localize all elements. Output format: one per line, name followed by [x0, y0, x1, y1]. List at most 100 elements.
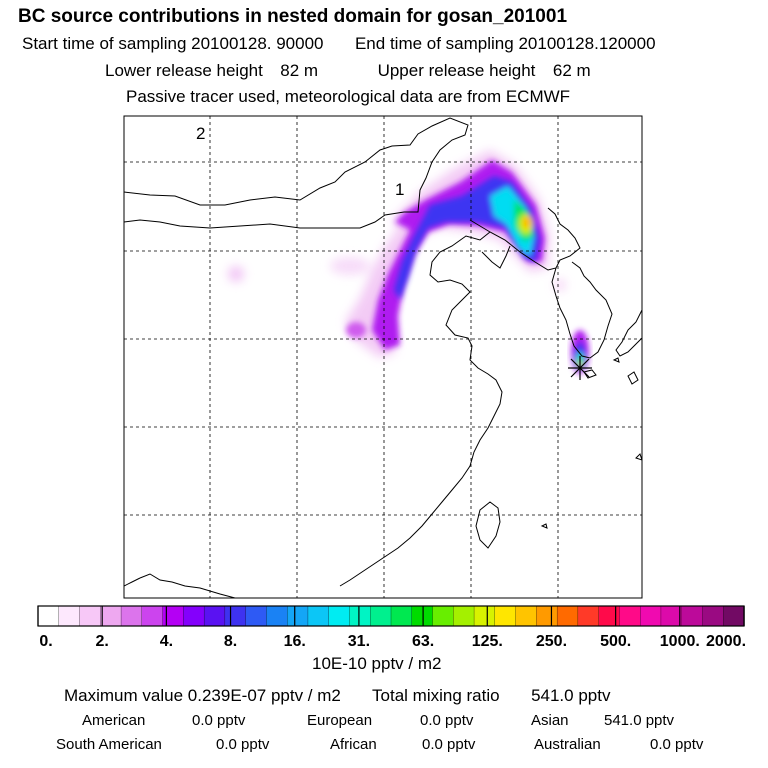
colorbar-cell	[287, 605, 309, 627]
colorbar-cell	[660, 605, 683, 627]
coastline-kyushu	[627, 371, 639, 385]
colorbar-cell	[681, 605, 704, 627]
colorbar-cell	[390, 605, 413, 627]
coastline-bohai	[339, 231, 503, 587]
start-time-label: Start time of sampling	[22, 34, 187, 53]
colorbar-cell	[349, 605, 371, 627]
colorbar-cell	[494, 605, 517, 627]
colorbar-cell	[411, 605, 434, 627]
plume-patch	[346, 322, 366, 338]
colorbar-tick-label: 16.	[284, 633, 306, 650]
map-label-2: 2	[196, 124, 205, 143]
colorbar-cell	[203, 605, 226, 627]
release-heights: Lower release height 82 m Upper release …	[105, 61, 591, 81]
colorbar-cell	[183, 605, 205, 627]
colorbar-tick-label: 500.	[600, 633, 631, 650]
upper-height-value: 62 m	[552, 61, 591, 80]
colorbar-cell	[619, 605, 641, 627]
plume-patch	[330, 257, 370, 275]
lower-height-label: Lower release height	[105, 61, 263, 80]
coastline-taiwan	[475, 501, 501, 549]
region-european-label: European	[307, 712, 373, 729]
map-area: 2 1	[124, 116, 642, 598]
region-european-value: 0.0 pptv	[420, 712, 474, 729]
coastline-korea-china	[469, 207, 581, 271]
colorbar-cell	[120, 605, 143, 627]
region-asian-label: Asian	[531, 712, 569, 729]
colorbar-unit: 10E-10 pptv / m2	[312, 654, 442, 673]
colorbar-cell	[79, 605, 101, 627]
colorbar-cell	[224, 605, 247, 627]
plume-core	[394, 176, 540, 300]
coastline-jeju	[583, 369, 597, 379]
plume-peak	[523, 216, 531, 228]
colorbar-tick-label: 250.	[536, 633, 567, 650]
region-african-label: African	[330, 736, 377, 753]
colorbar-tick-label: 1000.	[660, 633, 700, 650]
colorbar-tick-label: 125.	[472, 633, 503, 650]
colorbar-cell	[245, 605, 268, 627]
coastlines	[124, 117, 642, 598]
colorbar-tick-label: 2000.	[706, 633, 746, 650]
map-label-1: 1	[395, 180, 404, 199]
start-time-value: 20100128. 90000	[191, 34, 324, 53]
colorbar-tick-labels: 0. 2. 4. 8. 16. 31. 63. 125. 250. 500. 1000. 2000.	[37, 606, 746, 650]
coastline-south	[124, 577, 141, 587]
colorbar-cell	[141, 605, 164, 627]
max-value: 0.239E-07 pptv / m2	[187, 686, 341, 705]
colorbar-cell	[370, 605, 392, 627]
colorbar-cell	[702, 605, 724, 627]
region-australian-label: Australian	[534, 736, 601, 753]
region-australian-value: 0.0 pptv	[650, 736, 704, 753]
colorbar-tick-label: 2.	[96, 633, 109, 650]
summary-line: Maximum value 0.239E-07 pptv / m2 Total …	[64, 686, 610, 706]
colorbar-cell	[100, 605, 122, 627]
colorbar-cell	[58, 605, 81, 627]
colorbar-tick-label: 63.	[412, 633, 434, 650]
coastline-mongolia-border	[124, 117, 469, 229]
colorbar-tick-label: 4.	[160, 633, 173, 650]
colorbar-cell	[328, 605, 351, 627]
region-american-value: 0.0 pptv	[192, 712, 246, 729]
colorbar-cell	[37, 605, 60, 627]
colorbar-cell	[598, 605, 621, 627]
region-african-value: 0.0 pptv	[422, 736, 476, 753]
region-south-american-label: South American	[56, 736, 162, 753]
grid-lines	[124, 116, 642, 598]
plume-patch	[554, 279, 566, 291]
lower-height-value: 82 m	[280, 61, 319, 80]
plume-patch	[228, 266, 244, 282]
coastline-hainan	[139, 573, 236, 598]
map-frame	[123, 115, 643, 599]
colorbar-cell	[723, 605, 745, 627]
colorbar-cell	[556, 605, 579, 627]
tracer-note: Passive tracer used, meteorological data…	[126, 87, 571, 106]
colorbar-cell	[266, 605, 288, 627]
upper-height-label: Upper release height	[377, 61, 536, 80]
coastline-japan	[615, 309, 642, 357]
end-time-value: 20100128.120000	[518, 34, 656, 53]
colorbar-cell	[432, 605, 454, 627]
coastline-liaodong	[481, 245, 511, 269]
max-label: Maximum value	[64, 686, 184, 705]
colorbar	[37, 605, 745, 627]
total-label: Total mixing ratio	[372, 686, 500, 705]
coastline-islands	[540, 357, 642, 529]
colorbar-cell	[640, 605, 662, 627]
total-value: 541.0 pptv	[531, 686, 611, 705]
colorbar-cell	[473, 605, 496, 627]
coastline-korea	[551, 261, 613, 359]
colorbar-tick-label: 0.	[39, 633, 52, 650]
sampling-times: Start time of sampling 20100128. 90000 E…	[22, 34, 656, 54]
receptor-star-icon	[568, 356, 592, 380]
colorbar-tick-label: 8.	[224, 633, 237, 650]
region-south-american-value: 0.0 pptv	[216, 736, 270, 753]
colorbar-cell	[307, 605, 330, 627]
region-asian-value: 541.0 pptv	[604, 712, 675, 729]
region-american-label: American	[82, 712, 146, 729]
chart-title: BC source contributions in nested domain…	[18, 6, 568, 27]
colorbar-cell	[536, 605, 558, 627]
colorbar-cell	[577, 605, 600, 627]
colorbar-cell	[453, 605, 475, 627]
